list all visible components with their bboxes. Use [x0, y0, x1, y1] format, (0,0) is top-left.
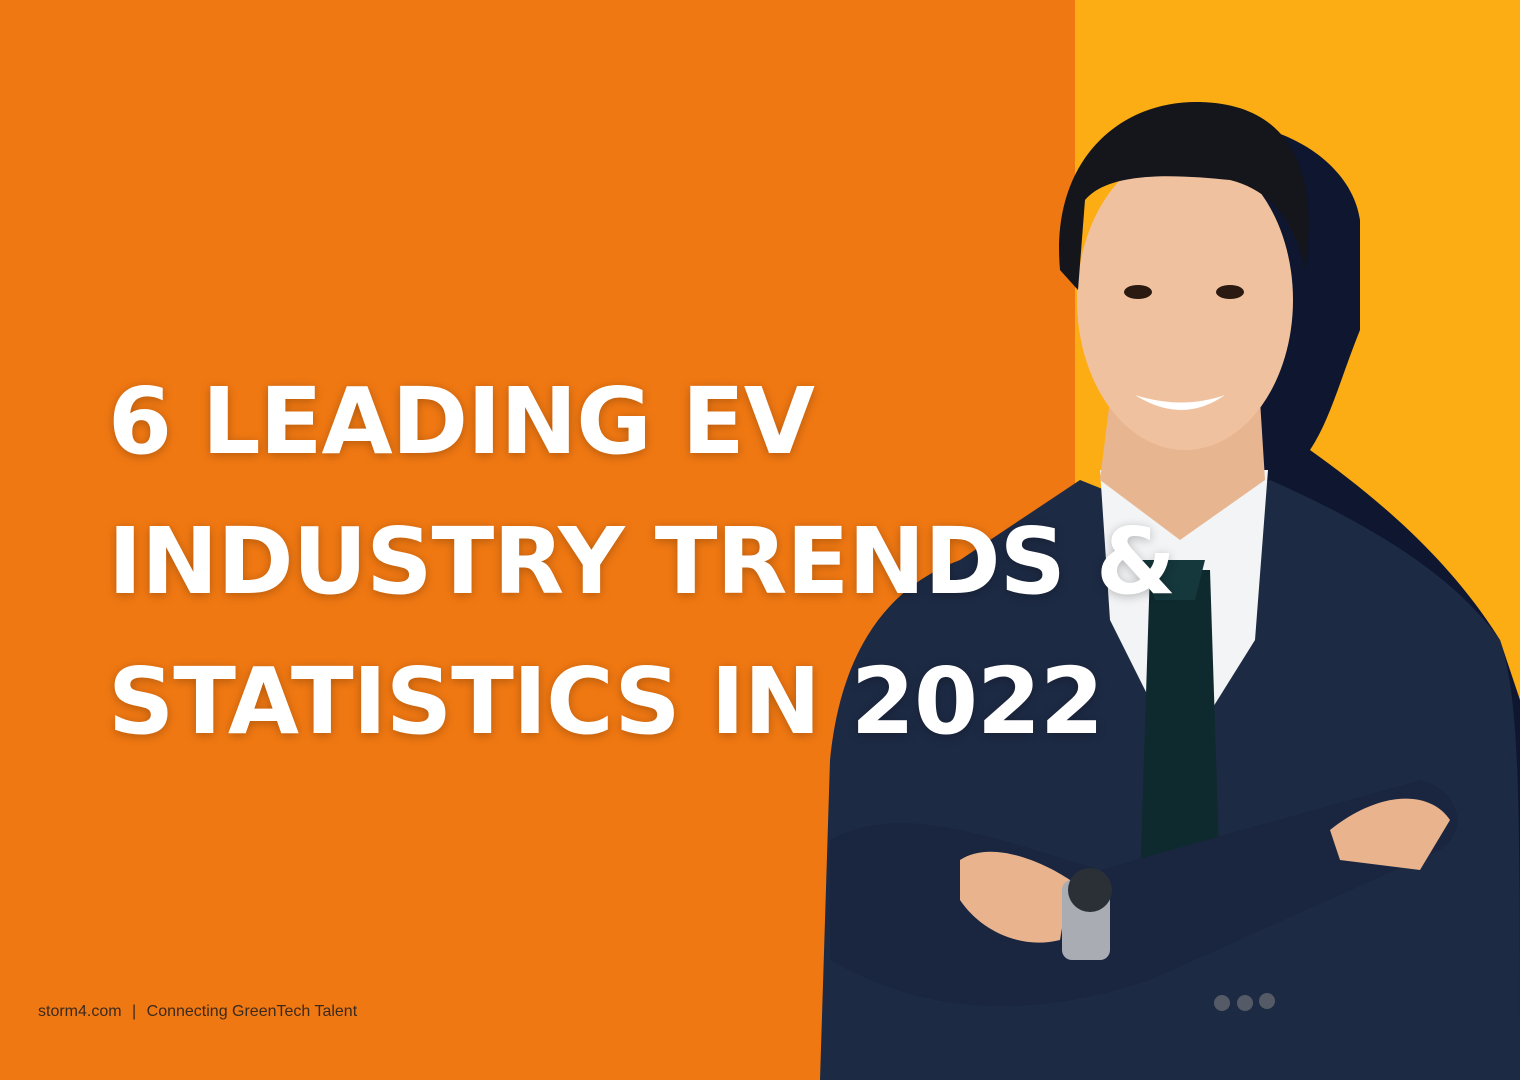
separator: | [132, 1003, 137, 1020]
tagline: Connecting GreenTech Talent [146, 1003, 358, 1020]
person-photo [820, 101, 1520, 1080]
footer: storm4.com | Connecting GreenTech Talent [38, 1003, 363, 1021]
headline: 6 LEADING EV INDUSTRY TRENDS & STATISTIC… [108, 352, 1176, 772]
site-link[interactable]: storm4.com [38, 1003, 122, 1020]
headline-line: STATISTICS IN 2022 [108, 648, 1104, 755]
headline-line: INDUSTRY TRENDS & [108, 508, 1176, 615]
headline-line: 6 LEADING EV [108, 368, 815, 475]
